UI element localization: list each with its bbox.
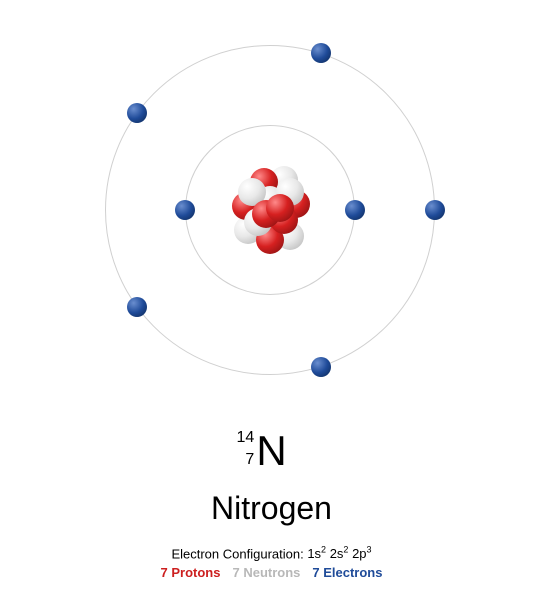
config-term: 2s2: [330, 546, 349, 561]
config-label: Electron Configuration:: [171, 546, 307, 561]
config-term: 1s2: [307, 546, 326, 561]
electron: [425, 200, 445, 220]
neutrons-count: 7 Neutrons: [232, 565, 300, 580]
electron-configuration: Electron Configuration: 1s2 2s2 2p3: [0, 545, 543, 561]
protons-count: 7 Protons: [161, 565, 221, 580]
particle-counts: 7 Protons 7 Neutrons 7 Electrons: [0, 565, 543, 580]
element-symbol-block: 14 7 N: [0, 430, 543, 472]
electron: [175, 200, 195, 220]
element-name: Nitrogen: [0, 490, 543, 527]
electron: [127, 103, 147, 123]
electrons-count: 7 Electrons: [312, 565, 382, 580]
electron: [345, 200, 365, 220]
atom-diagram: [0, 0, 543, 420]
mass-number: 14: [237, 430, 255, 446]
electron: [311, 357, 331, 377]
element-symbol: N: [256, 427, 286, 474]
electron: [127, 297, 147, 317]
electron: [311, 43, 331, 63]
config-term: 2p3: [352, 546, 371, 561]
atomic-number: 7: [245, 452, 254, 468]
proton: [266, 194, 294, 222]
